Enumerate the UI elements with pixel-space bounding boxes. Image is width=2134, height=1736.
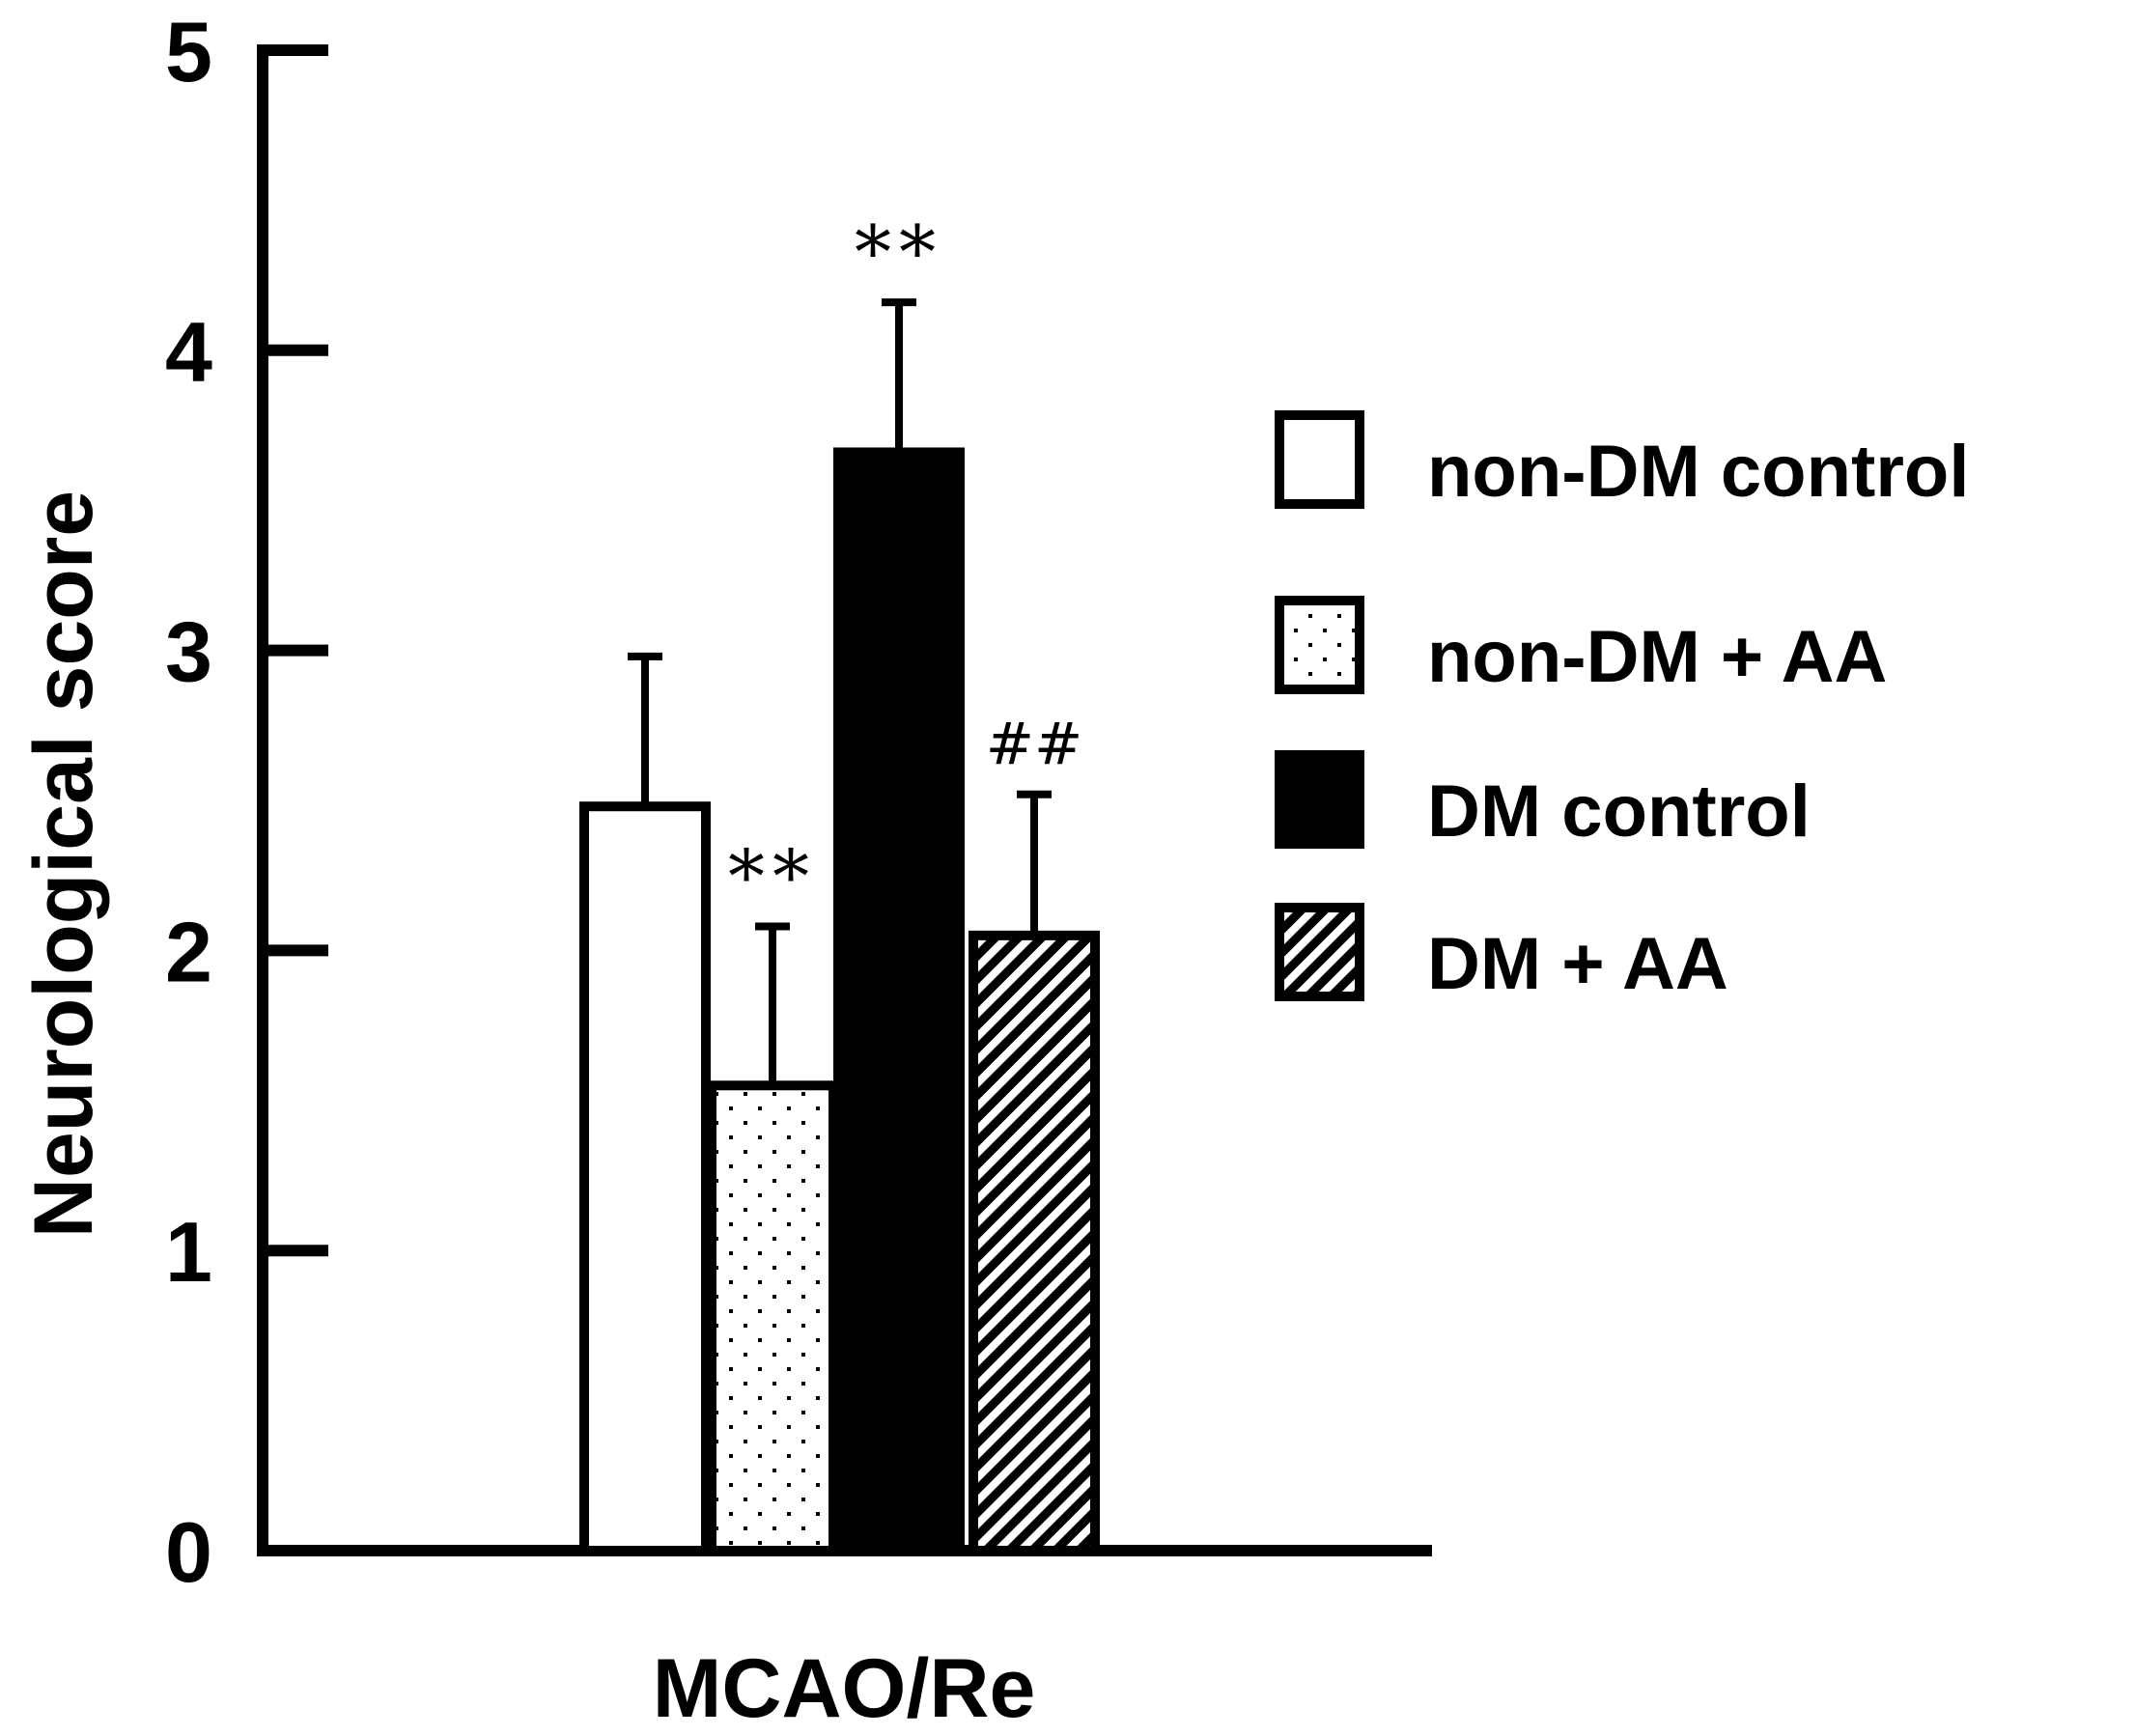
bar-2 <box>707 1080 838 1555</box>
legend-label-4: DM + AA <box>1427 923 1728 1005</box>
significance-label-2: ** <box>728 834 817 920</box>
legend-label-3: DM control <box>1427 770 1811 853</box>
y-tick-label-5: 5 <box>165 4 212 99</box>
significance-label-3: ** <box>855 210 943 295</box>
y-tick-label-3: 3 <box>165 604 212 700</box>
y-tick-label-1: 1 <box>165 1204 212 1300</box>
x-axis-title: MCAO/Re <box>653 1642 1036 1735</box>
legend-swatch-2 <box>1275 596 1364 694</box>
legend-swatch-3 <box>1275 750 1364 849</box>
significance-label-4: ## <box>986 711 1083 778</box>
bar-3 <box>833 447 965 1555</box>
legend-swatch-4 <box>1275 903 1364 1001</box>
y-tick-label-2: 2 <box>165 904 212 999</box>
bar-1 <box>579 801 711 1555</box>
y-axis-title: Neurological score <box>17 490 110 1238</box>
y-tick-label-4: 4 <box>165 304 212 400</box>
legend-swatch-1 <box>1275 410 1364 509</box>
y-tick-label-0: 0 <box>165 1504 212 1600</box>
legend: non-DM control non-DM + AA DM control DM + … <box>1275 410 1969 1005</box>
axes: 0 1 2 3 4 5 <box>165 4 1432 1600</box>
bars-group: ** ** ## <box>579 210 1100 1555</box>
bar-4 <box>969 930 1100 1555</box>
legend-label-1: non-DM control <box>1427 431 1969 513</box>
legend-label-2: non-DM + AA <box>1427 616 1887 698</box>
